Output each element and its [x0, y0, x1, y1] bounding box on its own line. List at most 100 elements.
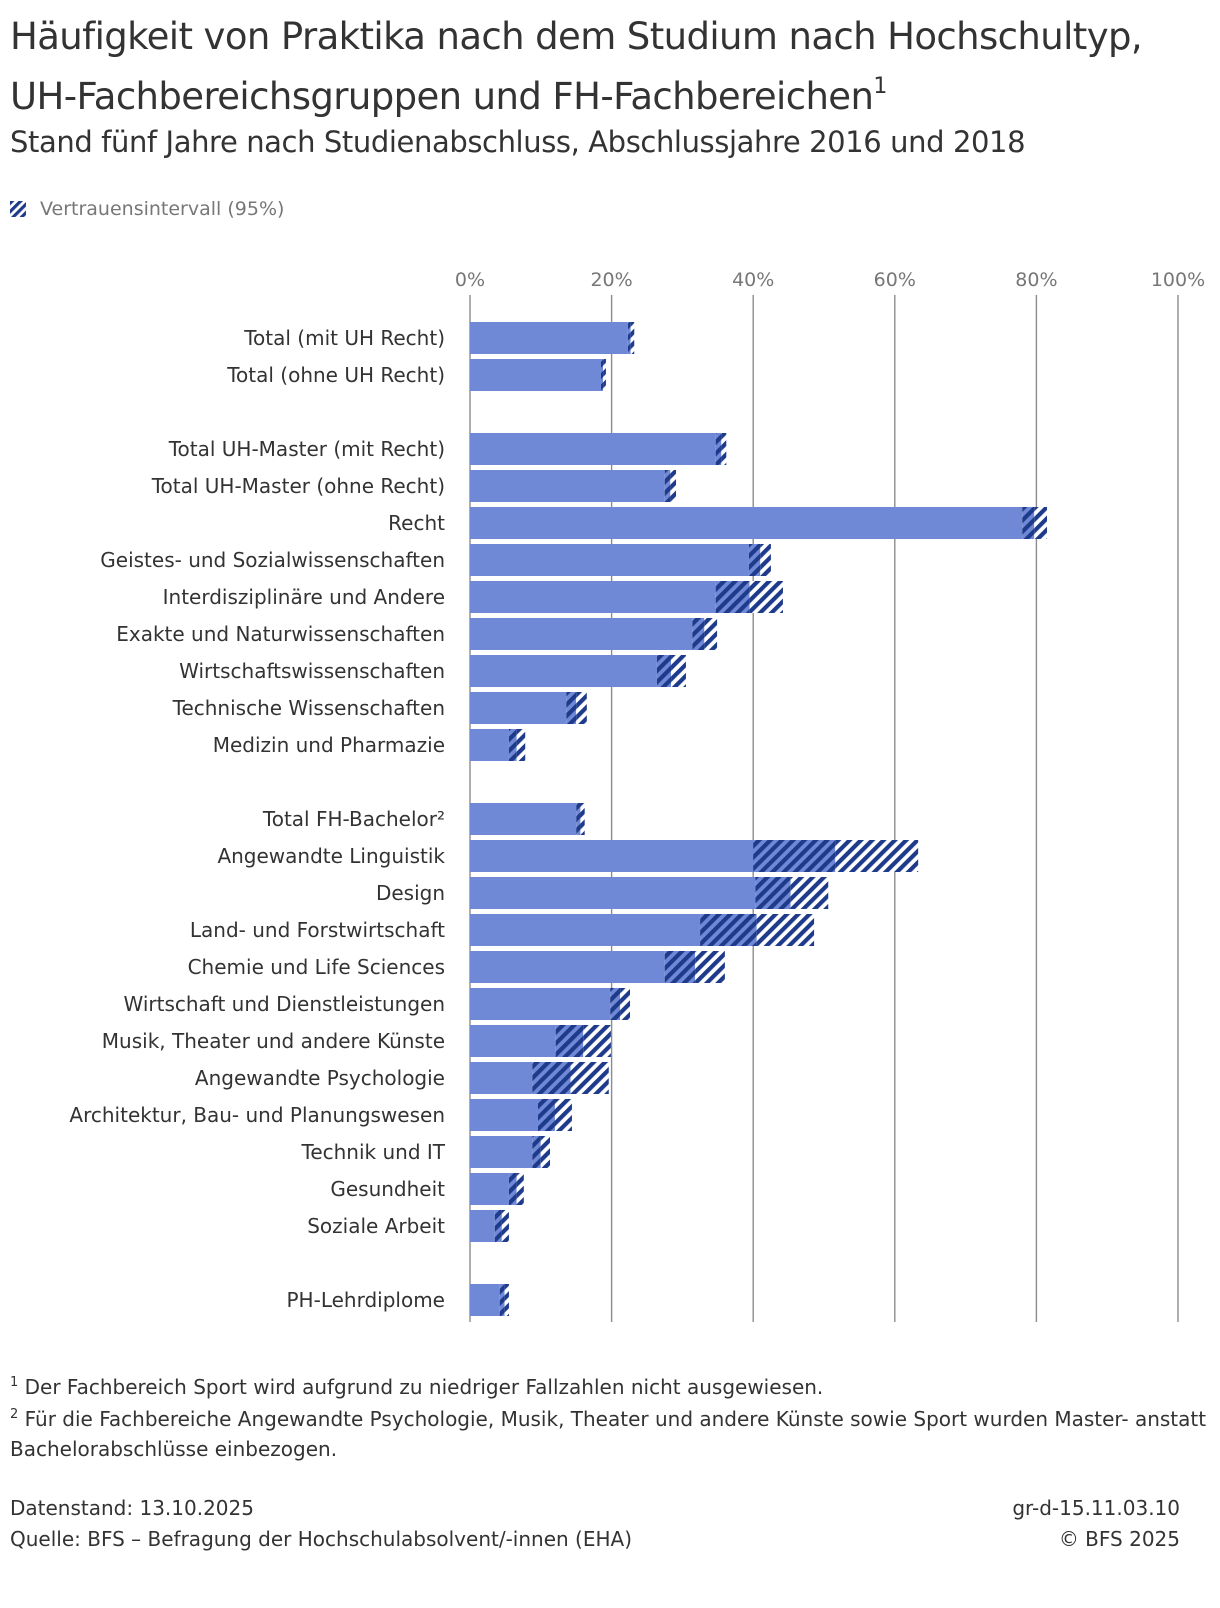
footnote-2: 2 Für die Fachbereiche Angewandte Psycho…	[10, 1400, 1210, 1464]
category-labels: Total (mit UH Recht) Total (ohne UH Recht…	[69, 326, 445, 1312]
ci-upper-hatch	[554, 1099, 572, 1131]
ci-lower-hatch	[555, 1025, 584, 1057]
ci-lower-hatch	[664, 951, 696, 983]
bar	[470, 1136, 533, 1168]
bar-chart: 0% 20% 40% 60% 80% 100% Total (mit UH Recht)T…	[69, 269, 1205, 1322]
footnote-marker: 1	[10, 1375, 19, 1390]
ci-upper-hatch	[620, 988, 631, 1020]
category-label: Total FH-Bachelor²	[262, 807, 445, 831]
category-label: Total (mit UH Recht)	[243, 326, 445, 350]
ci-upper-hatch	[630, 322, 635, 354]
ci-upper-hatch	[671, 655, 686, 687]
bar	[470, 988, 611, 1020]
category-label: Architektur, Bau- und Planungswesen	[69, 1103, 445, 1127]
source: Quelle: BFS – Befragung der Hochschulabs…	[10, 1527, 633, 1551]
ci-lower-hatch	[532, 1136, 541, 1168]
ci-upper-hatch	[749, 581, 783, 613]
ci-upper-hatch	[516, 729, 526, 761]
copyright: © BFS 2025	[1058, 1527, 1180, 1551]
category-label: Musik, Theater und andere Künste	[102, 1029, 445, 1053]
legend: Vertrauensintervall (95%)	[10, 198, 284, 220]
ci-upper-hatch	[583, 1025, 611, 1057]
bar	[470, 877, 756, 909]
bar	[470, 803, 577, 835]
x-tick-label: 80%	[1015, 269, 1057, 291]
chart-title-text: Häufigkeit von Praktika nach dem Studium…	[10, 15, 1143, 118]
ci-lower-hatch	[700, 914, 757, 946]
category-label: Land- und Forstwirtschaft	[190, 918, 445, 942]
category-label: Medizin und Pharmazie	[213, 733, 445, 757]
ci-upper-hatch	[670, 470, 677, 502]
footnote-text: Für die Fachbereiche Angewandte Psycholo…	[10, 1407, 1207, 1461]
x-tick-label: 60%	[874, 269, 916, 291]
ci-upper-hatch	[570, 1062, 609, 1094]
ci-lower-hatch	[610, 988, 621, 1020]
ci-lower-hatch	[508, 1173, 517, 1205]
ci-lower-hatch	[532, 1062, 571, 1094]
chart-title: Häufigkeit von Praktika nach dem Studium…	[10, 12, 1210, 122]
category-label: Total UH-Master (ohne Recht)	[151, 474, 445, 498]
category-label: Interdisziplinäre und Andere	[163, 585, 445, 609]
ci-lower-hatch	[1022, 507, 1035, 539]
ci-lower-hatch	[537, 1099, 555, 1131]
ci-lower-hatch	[576, 803, 581, 835]
legend-label: Vertrauensintervall (95%)	[40, 198, 285, 220]
category-label: Design	[376, 881, 445, 905]
x-tick-label: 0%	[455, 269, 485, 291]
x-axis-ticks: 0% 20% 40% 60% 80% 100%	[455, 269, 1205, 291]
bar	[470, 544, 749, 576]
bar	[470, 618, 693, 650]
ci-upper-hatch	[721, 433, 727, 465]
ci-lower-hatch	[494, 1210, 502, 1242]
ci-lower-hatch	[664, 470, 671, 502]
ci-lower-hatch	[566, 692, 577, 724]
x-tick-label: 40%	[732, 269, 774, 291]
category-label: Total UH-Master (mit Recht)	[168, 437, 445, 461]
ci-lower-hatch	[656, 655, 672, 687]
bar	[470, 951, 665, 983]
x-tick-label: 20%	[590, 269, 632, 291]
ci-lower-hatch	[692, 618, 705, 650]
bar	[470, 692, 567, 724]
ci-upper-hatch	[835, 840, 919, 872]
ci-lower-hatch	[627, 322, 631, 354]
footnote-1: 1 Der Fachbereich Sport wird aufgrund zu…	[10, 1368, 1210, 1402]
category-label: Gesundheit	[330, 1177, 445, 1201]
ci-upper-hatch	[504, 1284, 509, 1316]
ci-upper-hatch	[704, 618, 718, 650]
ci-lower-hatch	[753, 840, 836, 872]
bar	[470, 655, 657, 687]
category-label: Chemie und Life Sciences	[188, 955, 445, 979]
title-footnote-marker: 1	[873, 74, 887, 99]
bar	[470, 1062, 533, 1094]
hatch-swatch-icon	[10, 201, 26, 217]
category-label: Exakte und Naturwissenschaften	[116, 622, 445, 646]
ci-upper-hatch	[540, 1136, 551, 1168]
ci-upper-hatch	[576, 692, 587, 724]
bar	[470, 1210, 495, 1242]
ci-upper-hatch	[760, 544, 771, 576]
ci-upper-hatch	[580, 803, 585, 835]
category-label: Geistes- und Sozialwissenschaften	[100, 548, 445, 572]
category-label: Technik und IT	[301, 1140, 446, 1164]
category-label: Recht	[388, 511, 445, 535]
category-label: Total (ohne UH Recht)	[226, 363, 445, 387]
ci-lower-hatch	[755, 877, 791, 909]
bar	[470, 507, 1023, 539]
bar	[470, 1099, 538, 1131]
chart-subtitle: Stand fünf Jahre nach Studienabschluss, …	[10, 125, 1026, 159]
ci-upper-hatch	[695, 951, 725, 983]
category-label: Soziale Arbeit	[307, 1214, 445, 1238]
bar	[470, 840, 754, 872]
bar	[470, 322, 628, 354]
bar	[470, 914, 701, 946]
data-date: Datenstand: 13.10.2025	[10, 1496, 254, 1520]
bar	[470, 433, 716, 465]
category-label: Wirtschaft und Dienstleistungen	[123, 992, 445, 1016]
ci-lower-hatch	[715, 433, 722, 465]
graph-id: gr-d-15.11.03.10	[1012, 1496, 1180, 1520]
bar	[470, 470, 665, 502]
ci-upper-hatch	[756, 914, 815, 946]
bar	[470, 1173, 509, 1205]
category-label: Angewandte Linguistik	[217, 844, 445, 868]
